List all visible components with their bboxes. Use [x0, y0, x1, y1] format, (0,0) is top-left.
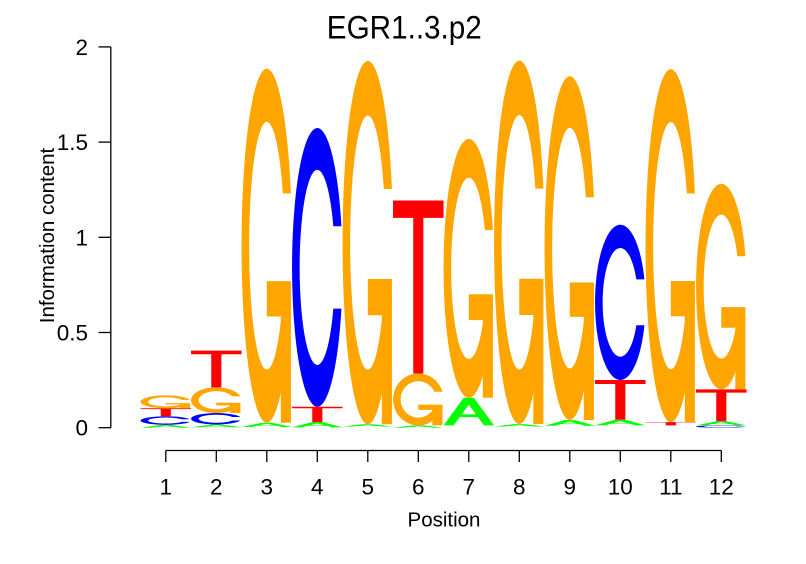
svg-text:1: 1 [75, 225, 88, 250]
svg-text:6: 6 [412, 474, 425, 499]
svg-text:Position: Position [408, 509, 481, 532]
svg-text:4: 4 [311, 474, 324, 499]
svg-text:1.5: 1.5 [57, 130, 88, 155]
svg-text:EGR1..3.p2: EGR1..3.p2 [327, 9, 482, 45]
svg-text:7: 7 [463, 474, 476, 499]
svg-text:0: 0 [75, 416, 88, 441]
svg-text:9: 9 [564, 474, 577, 499]
svg-text:5: 5 [362, 474, 375, 499]
svg-text:3: 3 [261, 474, 274, 499]
svg-text:12: 12 [709, 474, 734, 499]
svg-text:2: 2 [75, 35, 88, 60]
svg-text:10: 10 [608, 474, 633, 499]
svg-text:0.5: 0.5 [57, 321, 88, 346]
svg-text:Information content: Information content [36, 147, 59, 323]
svg-text:2: 2 [210, 474, 223, 499]
svg-text:8: 8 [513, 474, 526, 499]
svg-text:1: 1 [160, 474, 173, 499]
svg-text:11: 11 [659, 474, 682, 499]
